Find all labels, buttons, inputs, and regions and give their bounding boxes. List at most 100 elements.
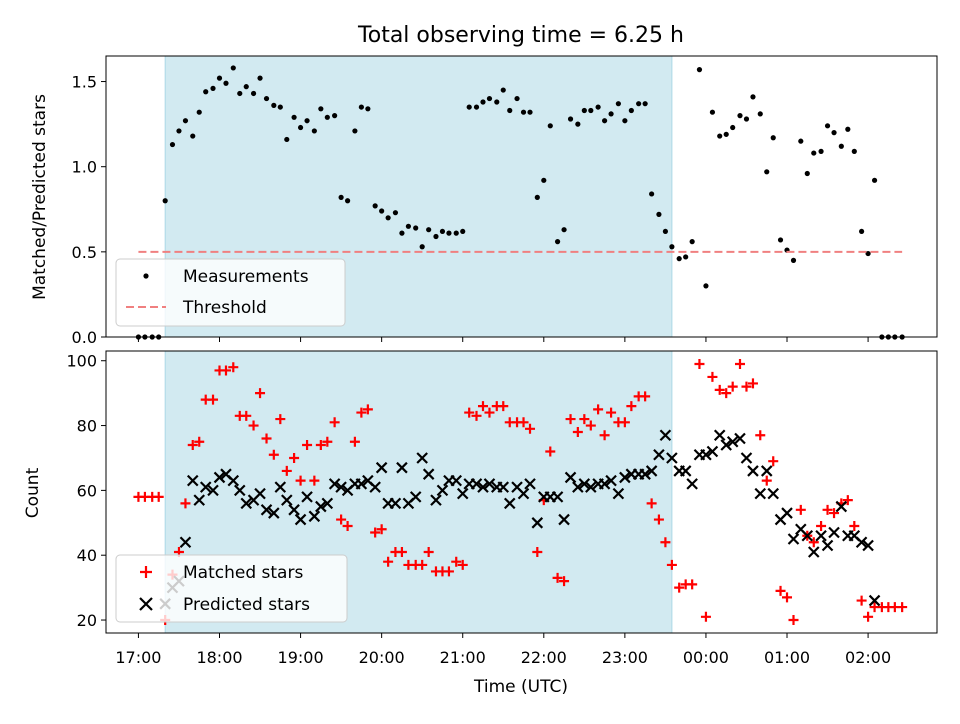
matched-stars-point bbox=[329, 417, 340, 428]
predicted-stars-point bbox=[645, 465, 658, 477]
matched-stars-point bbox=[687, 579, 698, 590]
x-axis-label: Time (UTC) bbox=[473, 677, 568, 697]
measurement-point bbox=[203, 89, 209, 95]
measurement-point bbox=[385, 215, 391, 221]
matched-stars-point bbox=[545, 446, 556, 457]
matched-stars-point bbox=[653, 514, 664, 525]
measurement-point bbox=[466, 104, 472, 110]
measurement-point bbox=[602, 118, 608, 124]
bottom-y-ticks: 20 40 60 80 100 bbox=[66, 352, 106, 630]
measurement-point bbox=[790, 257, 797, 263]
measurement-point bbox=[399, 230, 405, 236]
measurement-point bbox=[636, 101, 642, 107]
predicted-stars-point bbox=[760, 465, 773, 477]
matched-stars-point bbox=[457, 559, 468, 570]
predicted-stars-point bbox=[389, 497, 402, 510]
measurement-point bbox=[696, 67, 703, 73]
matched-stars-point bbox=[714, 384, 725, 395]
matched-stars-point bbox=[342, 521, 353, 532]
predicted-stars-point bbox=[328, 478, 341, 490]
predicted-stars-point bbox=[781, 507, 793, 519]
measurement-point bbox=[352, 128, 358, 134]
top-y-tick-label: 1.0 bbox=[72, 158, 97, 177]
predicted-stars-point bbox=[815, 529, 827, 542]
predicted-stars-point bbox=[855, 536, 868, 549]
x-tick-label: 01:00 bbox=[764, 648, 810, 667]
matched-stars-point bbox=[674, 582, 685, 593]
matched-stars-point bbox=[281, 465, 292, 476]
matched-stars-point bbox=[626, 401, 637, 412]
matched-stars-point bbox=[788, 615, 799, 626]
x-tick-label: 19:00 bbox=[278, 648, 324, 667]
matched-stars-point bbox=[606, 407, 617, 418]
predicted-stars-legend-marker bbox=[139, 597, 153, 611]
measurement-point bbox=[871, 177, 878, 183]
predicted-stars-point bbox=[605, 474, 617, 487]
matched-stars-point bbox=[694, 358, 705, 369]
measurement-point bbox=[446, 230, 452, 236]
measurement-point bbox=[169, 141, 176, 148]
predicted-stars-point bbox=[612, 487, 625, 500]
measurement-point bbox=[838, 143, 844, 149]
predicted-stars-point bbox=[213, 471, 226, 484]
matched-stars-point bbox=[228, 362, 239, 373]
predicted-stars-point bbox=[706, 445, 719, 458]
predicted-stars-point bbox=[828, 526, 840, 539]
predicted-stars-point bbox=[524, 478, 536, 490]
matched-stars-point bbox=[208, 394, 219, 405]
measurement-point bbox=[230, 65, 236, 71]
x-tick-label: 23:00 bbox=[602, 648, 648, 667]
predicted-stars-point bbox=[288, 504, 300, 516]
measurement-point bbox=[554, 239, 561, 245]
predicted-stars-point bbox=[659, 429, 672, 442]
predicted-stars-point bbox=[260, 504, 273, 516]
matched-stars-point bbox=[255, 388, 266, 399]
measurement-point bbox=[182, 118, 189, 124]
measurement-point bbox=[494, 99, 500, 105]
bottom-y-tick-label: 100 bbox=[66, 352, 97, 371]
matched-stars-point bbox=[856, 595, 867, 606]
matched-stars-point bbox=[849, 521, 860, 532]
matched-stars-point bbox=[619, 417, 630, 428]
measurement-point bbox=[581, 107, 587, 114]
predicted-stars-point bbox=[281, 494, 293, 506]
predicted-stars-point bbox=[416, 452, 428, 464]
measurement-point bbox=[196, 109, 202, 115]
measurement-point bbox=[730, 124, 736, 131]
predicted-stars-point bbox=[450, 474, 463, 487]
top-panel: 0.0 0.5 1.0 1.5 Total observing time = 6.25… bbox=[30, 23, 938, 347]
matched-stars-point bbox=[768, 456, 779, 467]
matched-stars-point bbox=[356, 407, 367, 418]
measurement-point bbox=[379, 208, 385, 214]
predicted-stars-point bbox=[572, 481, 584, 493]
measurement-point bbox=[332, 113, 338, 119]
matched-stars-point bbox=[532, 546, 543, 557]
measurement-point bbox=[358, 104, 364, 110]
predicted-stars-point bbox=[315, 500, 327, 513]
matched-stars-point bbox=[572, 427, 583, 438]
measurement-point bbox=[426, 227, 432, 233]
matched-stars-point bbox=[565, 414, 576, 425]
predicted-stars-point bbox=[700, 448, 712, 461]
measurement-point bbox=[534, 194, 540, 200]
measurement-point bbox=[595, 104, 601, 110]
measurement-point bbox=[703, 283, 709, 289]
matched-stars-point bbox=[640, 391, 651, 402]
measurement-point bbox=[709, 109, 716, 115]
predicted-stars-point bbox=[551, 491, 564, 503]
measurement-point bbox=[324, 114, 330, 120]
bottom-legend-box bbox=[115, 554, 348, 623]
matched-stars-point bbox=[579, 414, 590, 425]
measurement-point bbox=[473, 104, 480, 110]
threshold-legend-label: Threshold bbox=[182, 298, 267, 318]
measurement-point bbox=[284, 136, 290, 143]
matched-stars-point bbox=[275, 414, 286, 425]
predicted-stars-point bbox=[787, 533, 800, 545]
matched-stars-point bbox=[322, 436, 333, 447]
predicted-stars-point bbox=[497, 481, 510, 493]
matched-stars-point bbox=[443, 566, 454, 577]
predicted-stars-point bbox=[503, 497, 516, 510]
matched-stars-point bbox=[268, 449, 279, 460]
matched-stars-point bbox=[302, 440, 313, 450]
